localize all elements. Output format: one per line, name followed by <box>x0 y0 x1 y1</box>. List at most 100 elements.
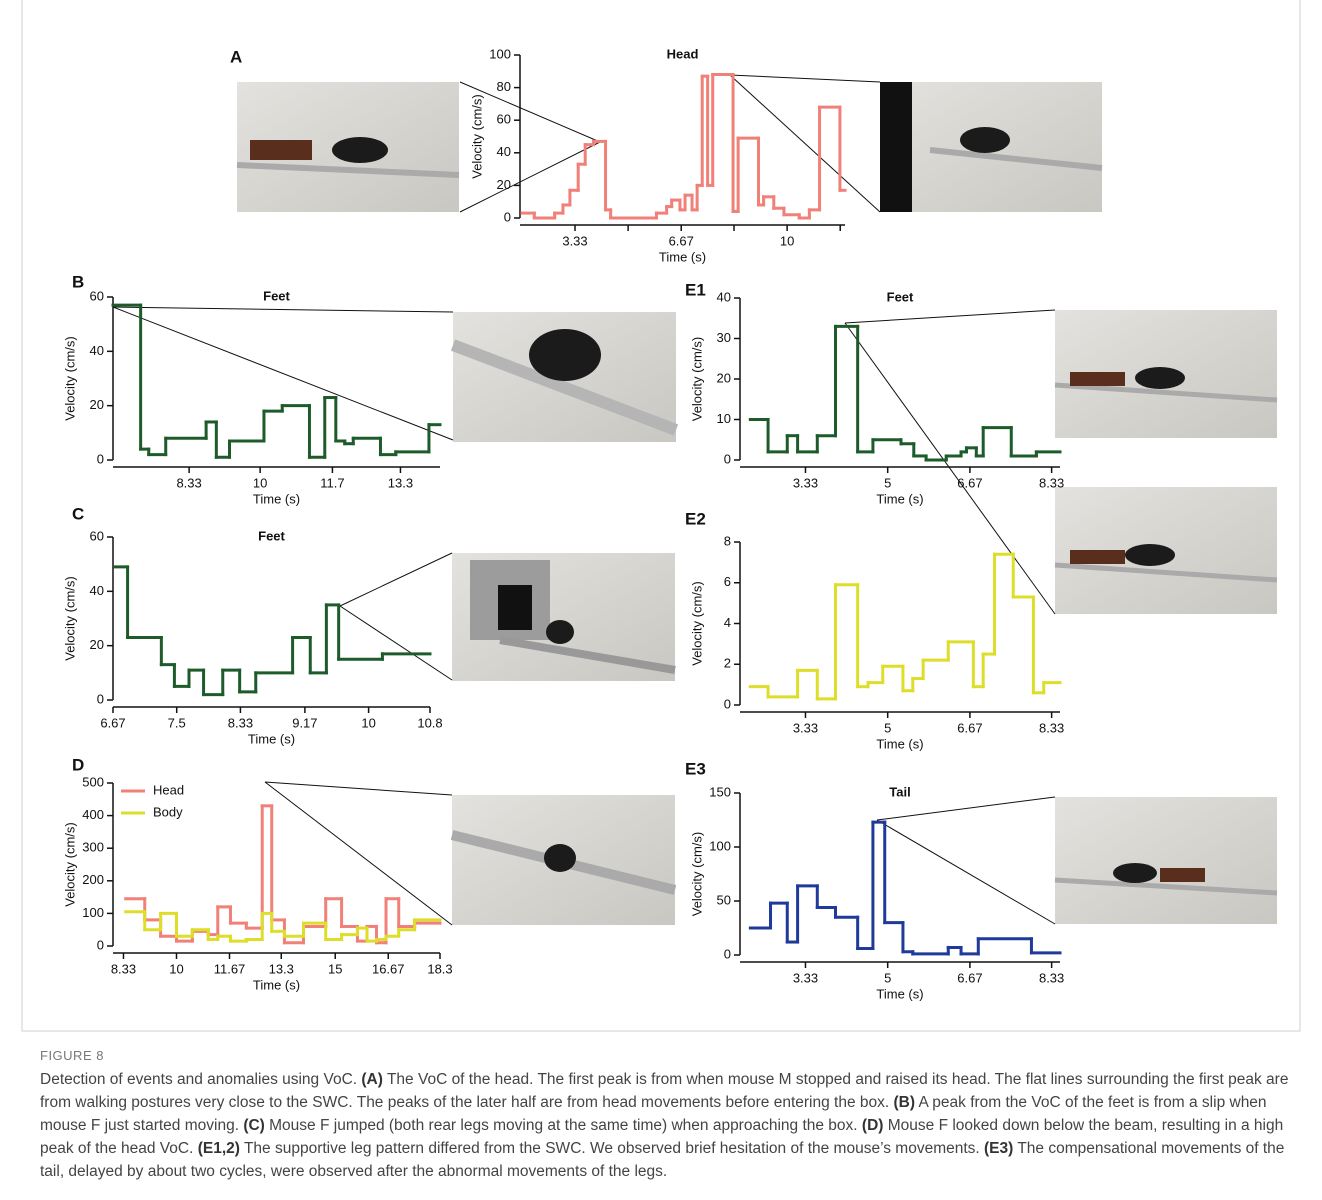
x-axis-label: Time (s) <box>659 249 706 264</box>
y-tick-label: 60 <box>90 528 104 543</box>
chart-title: Feet <box>258 528 285 543</box>
y-tick-label: 500 <box>82 774 104 789</box>
zoom-connectors <box>112 74 1056 926</box>
x-tick-label: 15 <box>328 961 342 976</box>
x-tick-label: 6.67 <box>957 720 982 735</box>
panel-label: D <box>72 755 84 774</box>
figure-label: FIGURE 8 <box>40 1048 104 1063</box>
caption-text: A peak from the VoC of the feet is from … <box>40 1094 1267 1134</box>
y-tick-label: 40 <box>497 144 511 159</box>
caption-text: (E1,2) <box>197 1140 240 1157</box>
figure-frame <box>21 0 1301 1032</box>
y-axis-label: Velocity (cm/s) <box>689 832 704 917</box>
caption-text: (A) <box>361 1071 383 1088</box>
y-tick-label: 300 <box>82 840 104 855</box>
y-axis-label: Velocity (cm/s) <box>689 581 704 666</box>
y-tick-label: 8 <box>724 533 731 548</box>
y-tick-label: 30 <box>717 330 731 345</box>
y-tick-label: 50 <box>717 892 731 907</box>
y-axis-label: Velocity (cm/s) <box>689 337 704 422</box>
photo <box>450 795 677 925</box>
x-tick-label: 7.5 <box>168 715 186 730</box>
y-tick-label: 40 <box>90 343 104 358</box>
series <box>124 804 442 945</box>
legend-label: Body <box>153 804 183 819</box>
panel-label: E1 <box>685 280 706 299</box>
caption-text: Mouse F jumped (both rear legs moving at… <box>264 1117 862 1134</box>
y-tick-label: 0 <box>97 937 104 952</box>
x-tick-label: 13.3 <box>388 475 413 490</box>
panel-label: B <box>72 272 84 291</box>
caption-text: The VoC of the head. The first peak is f… <box>40 1071 1289 1111</box>
x-axis-label: Time (s) <box>248 731 295 746</box>
x-tick-label: 6.67 <box>957 475 982 490</box>
axes <box>734 541 1060 718</box>
x-tick-label: 8.33 <box>176 475 201 490</box>
series <box>520 73 847 220</box>
caption: Detection of events and anomalies using … <box>40 1068 1290 1183</box>
x-axis-label: Time (s) <box>253 491 300 506</box>
y-tick-label: 0 <box>97 451 104 466</box>
axes <box>107 782 441 959</box>
x-tick-label: 3.33 <box>793 970 818 985</box>
x-tick-label: 8.33 <box>1039 970 1064 985</box>
x-tick-label: 3.33 <box>562 233 587 248</box>
legend-label: Head <box>153 782 184 797</box>
y-tick-label: 100 <box>489 46 511 61</box>
x-tick-label: 10 <box>361 715 375 730</box>
y-tick-label: 40 <box>717 289 731 304</box>
y-axis-label: Velocity (cm/s) <box>62 576 77 661</box>
x-tick-label: 6.67 <box>100 715 125 730</box>
photo <box>450 312 679 442</box>
y-tick-label: 200 <box>82 872 104 887</box>
series <box>748 552 1062 701</box>
y-tick-label: 40 <box>90 583 104 598</box>
x-tick-label: 8.33 <box>228 715 253 730</box>
photo <box>880 82 1103 212</box>
x-tick-label: 5 <box>884 475 891 490</box>
panel-label: E3 <box>685 759 706 778</box>
x-tick-label: 10 <box>169 961 183 976</box>
caption-text: (B) <box>893 1094 916 1111</box>
y-tick-label: 60 <box>497 112 511 127</box>
x-tick-label: 10.8 <box>417 715 442 730</box>
chart-title: Feet <box>887 289 914 304</box>
caption-text: (C) <box>243 1117 265 1134</box>
y-tick-label: 100 <box>82 905 104 920</box>
photo <box>1054 797 1278 924</box>
panel-label: C <box>72 504 84 523</box>
axes <box>734 297 1060 473</box>
x-axis-label: Time (s) <box>876 986 923 1001</box>
panel-label: E2 <box>685 509 706 528</box>
caption-text: Detection of events and anomalies using … <box>40 1071 362 1088</box>
x-axis-label: Time (s) <box>876 491 923 506</box>
y-axis-label: Velocity (cm/s) <box>62 822 77 907</box>
caption-text: (D) <box>861 1117 884 1134</box>
y-tick-label: 20 <box>497 177 511 192</box>
x-tick-label: 8.33 <box>1039 720 1064 735</box>
axes <box>107 536 431 713</box>
y-tick-label: 60 <box>90 288 104 303</box>
photos <box>236 82 1278 925</box>
series <box>111 303 442 459</box>
photo <box>452 553 676 681</box>
y-tick-label: 0 <box>724 451 731 466</box>
x-tick-label: 6.67 <box>957 970 982 985</box>
x-tick-label: 8.33 <box>1039 475 1064 490</box>
caption-text: The supportive leg pattern differed from… <box>239 1140 985 1157</box>
x-axis-label: Time (s) <box>253 977 300 992</box>
x-tick-label: 6.67 <box>669 233 694 248</box>
series <box>748 324 1062 462</box>
y-tick-label: 80 <box>497 79 511 94</box>
x-tick-label: 9.17 <box>292 715 317 730</box>
y-tick-label: 20 <box>90 397 104 412</box>
chart-title: Head <box>667 46 699 61</box>
axes <box>734 792 1060 968</box>
y-tick-label: 0 <box>504 209 511 224</box>
x-tick-label: 3.33 <box>793 720 818 735</box>
x-tick-label: 5 <box>884 720 891 735</box>
photo <box>1054 487 1278 614</box>
photo <box>236 82 460 212</box>
y-tick-label: 100 <box>709 838 731 853</box>
